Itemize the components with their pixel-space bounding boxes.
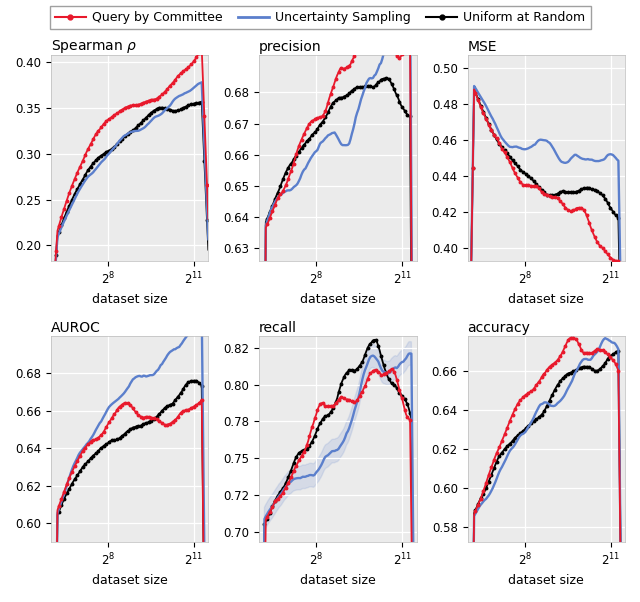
Text: recall: recall [259, 321, 297, 335]
X-axis label: dataset size: dataset size [300, 293, 376, 306]
Text: precision: precision [259, 40, 322, 54]
Text: MSE: MSE [467, 40, 497, 54]
X-axis label: dataset size: dataset size [92, 574, 168, 587]
X-axis label: dataset size: dataset size [508, 293, 584, 306]
Text: AUROC: AUROC [51, 321, 100, 335]
Legend: Query by Committee, Uncertainty Sampling, Uniform at Random: Query by Committee, Uncertainty Sampling… [49, 6, 591, 29]
X-axis label: dataset size: dataset size [92, 293, 168, 306]
X-axis label: dataset size: dataset size [300, 574, 376, 587]
X-axis label: dataset size: dataset size [508, 574, 584, 587]
Text: accuracy: accuracy [467, 321, 531, 335]
Text: Spearman $\rho$: Spearman $\rho$ [51, 38, 137, 55]
